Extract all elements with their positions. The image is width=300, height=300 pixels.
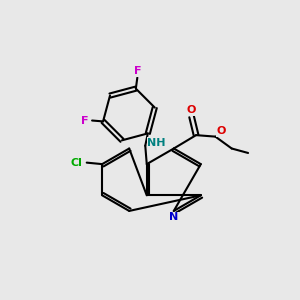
Text: F: F: [81, 116, 88, 125]
Text: NH: NH: [147, 138, 166, 148]
Text: Cl: Cl: [70, 158, 82, 168]
Text: O: O: [217, 126, 226, 136]
Text: N: N: [169, 212, 178, 223]
Text: F: F: [134, 66, 141, 76]
Text: O: O: [187, 105, 196, 115]
